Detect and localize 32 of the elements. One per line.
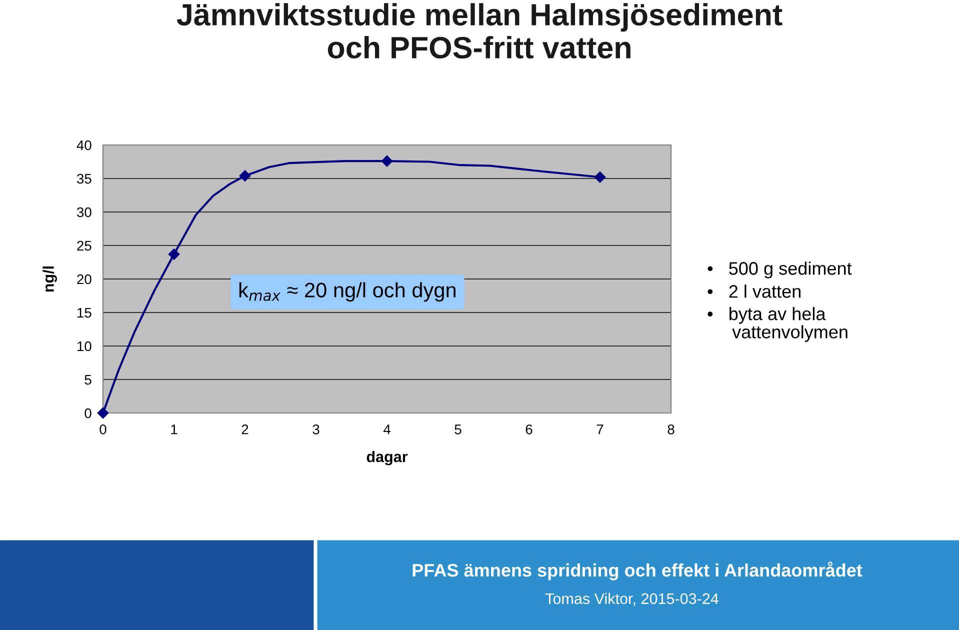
x-tick-label: 6: [526, 424, 532, 434]
point: [168, 248, 180, 260]
x-tick-label: 4: [383, 424, 390, 434]
y-tick-label: 40: [76, 140, 92, 150]
x-axis-title: dagar: [366, 450, 408, 466]
x-tick-label: 5: [454, 424, 462, 434]
y-tick-label: 20: [77, 274, 92, 284]
y-tick-label: 5: [84, 374, 92, 385]
y-tick-label: 35: [76, 174, 92, 184]
y-tick-label: 10: [78, 341, 92, 352]
text: • byta av hela vattenvolymen: [708, 307, 848, 342]
text: PFAS ämnens spridning och effekt i Arlandaområdet: [412, 562, 862, 580]
x-tick-label: 0: [100, 424, 106, 434]
point: [97, 407, 109, 419]
x-tick-label: 2: [242, 424, 248, 434]
x-tick-label: 3: [312, 424, 320, 434]
point: [594, 172, 606, 183]
y-tick-label: 15: [78, 308, 92, 318]
text: • 2 l vatten: [708, 284, 800, 298]
x-tick-label: 8: [668, 424, 674, 434]
y-axis-title: ng/l: [42, 266, 57, 292]
text: Tomas Viktor, 2015-03-24: [545, 592, 718, 606]
point: [381, 155, 393, 167]
text: • 500 g sediment: [708, 262, 852, 278]
chart-title: Jämnviktsstudie mellan Halmsjösediment och PFOS-fritt vatten: [176, 3, 782, 59]
point: [239, 170, 251, 182]
y-tick-label: 0: [84, 408, 92, 418]
x-tick-label: 1: [171, 424, 178, 434]
annotation: k$_{max}$ ≈ 20 ng/l och dygn: [239, 282, 456, 302]
x-tick-label: 7: [596, 424, 604, 434]
y-tick-label: 30: [76, 207, 92, 218]
y-tick-label: 25: [77, 240, 92, 251]
